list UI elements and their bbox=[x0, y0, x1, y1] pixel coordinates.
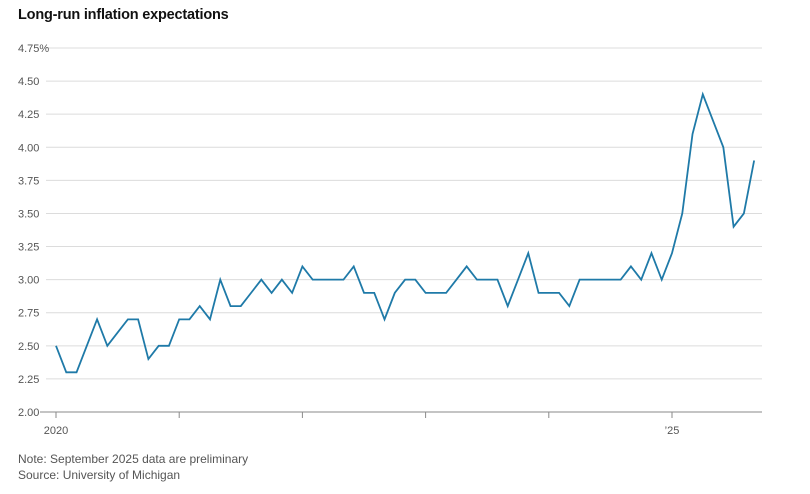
y-tick-label: 3.50 bbox=[18, 208, 39, 220]
y-tick-label: 3.25 bbox=[18, 242, 39, 254]
y-tick-label: 2.25 bbox=[18, 374, 39, 386]
x-tick-label: ’25 bbox=[665, 425, 680, 437]
x-axis-ticks: 2020 ’25 bbox=[44, 412, 680, 437]
y-tick-label: 4.25 bbox=[18, 109, 39, 121]
note-text: Note: September 2025 data are preliminar… bbox=[18, 452, 249, 466]
chart-title: Long-run inflation expectations bbox=[18, 7, 229, 23]
y-tick-label: 2.00 bbox=[18, 407, 39, 419]
y-tick-label: 4.75% bbox=[18, 43, 49, 55]
y-tick-label: 2.75 bbox=[18, 308, 39, 320]
chart-notes: Note: September 2025 data are preliminar… bbox=[18, 451, 248, 483]
y-tick-label: 3.75 bbox=[18, 175, 39, 187]
y-tick-label: 3.00 bbox=[18, 275, 39, 287]
x-tick-label: 2020 bbox=[44, 425, 68, 437]
y-tick-label: 4.00 bbox=[18, 142, 39, 154]
source-text: Source: University of Michigan bbox=[18, 468, 181, 482]
gridlines bbox=[40, 47, 762, 413]
y-tick-label: 2.50 bbox=[18, 341, 39, 353]
y-axis-tick-labels: 4.75% 4.50 4.25 4.00 3.75 3.50 3.25 3.00 2.75 2.5… bbox=[18, 43, 49, 419]
series-line bbox=[55, 91, 756, 374]
y-tick-label: 4.50 bbox=[18, 76, 39, 88]
